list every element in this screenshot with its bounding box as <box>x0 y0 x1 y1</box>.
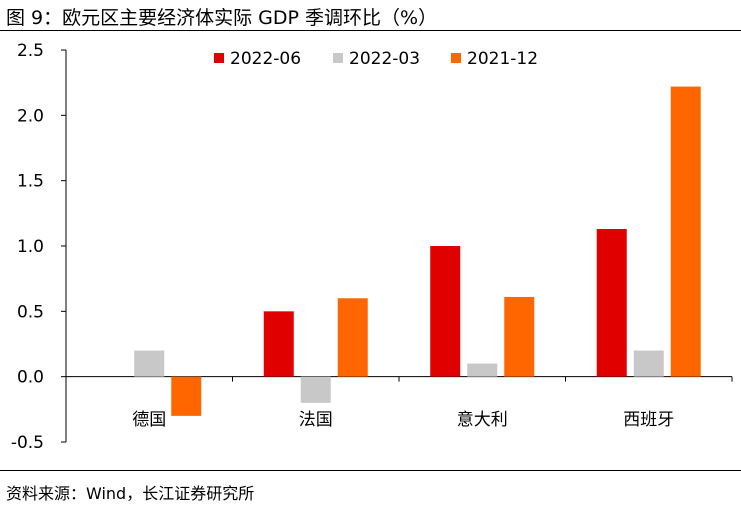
y-tick-label: 1.0 <box>17 237 44 257</box>
y-tick-label: 2.0 <box>17 106 44 126</box>
bar-2022-03-西班牙 <box>633 350 664 377</box>
category-label: 德国 <box>132 410 166 430</box>
legend-swatch <box>451 53 461 63</box>
bar-2021-12-意大利 <box>504 296 535 377</box>
bar-2021-12-西班牙 <box>670 86 701 377</box>
bar-chart: -0.5 0.0 0.5 1.0 1.5 2.0 2.5 德国 法国 意大利 西班牙 2022-0… <box>11 41 733 453</box>
chart-title: 图 9：欧元区主要经济体实际 GDP 季调环比（%） <box>6 7 438 29</box>
category-labels: 德国 法国 意大利 西班牙 <box>132 410 674 430</box>
bar-2022-03-法国 <box>300 376 331 403</box>
bars <box>134 86 701 416</box>
bar-2021-12-法国 <box>337 298 368 377</box>
bar-2022-03-德国 <box>134 350 165 377</box>
bar-2022-03-意大利 <box>467 363 498 377</box>
legend-label: 2021-12 <box>467 49 538 69</box>
legend-label: 2022-06 <box>230 49 301 69</box>
bar-2021-12-德国 <box>171 376 202 416</box>
y-tick-label: 1.5 <box>17 172 44 192</box>
legend-swatch <box>214 53 224 63</box>
category-label: 法国 <box>299 410 333 430</box>
legend-label: 2022-03 <box>349 49 420 69</box>
bar-2022-06-意大利 <box>430 246 461 377</box>
title-rule <box>0 30 741 31</box>
y-tick-label: -0.5 <box>11 433 44 453</box>
bar-2022-06-西班牙 <box>596 229 627 377</box>
legend: 2022-06 2022-03 2021-12 <box>214 49 538 69</box>
legend-swatch <box>333 53 343 63</box>
y-tick-label: 0.0 <box>17 368 44 388</box>
bar-2022-06-法国 <box>263 311 294 377</box>
source-note: 资料来源：Wind，长江证券研究所 <box>6 484 255 503</box>
source-rule <box>0 470 741 471</box>
y-tick-label: 0.5 <box>17 302 44 322</box>
category-label: 意大利 <box>457 410 508 430</box>
category-label: 西班牙 <box>623 410 674 430</box>
y-tick-label: 2.5 <box>17 41 44 61</box>
